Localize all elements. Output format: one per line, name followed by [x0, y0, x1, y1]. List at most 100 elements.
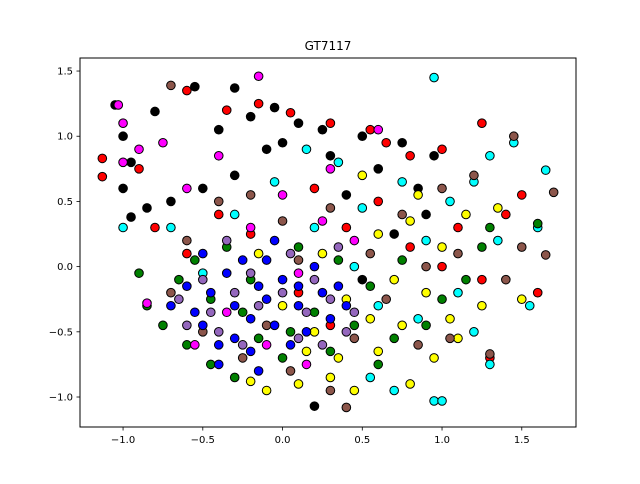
scatter-point-s4-15	[182, 235, 192, 246]
scatter-point-s6-29	[333, 281, 344, 291]
scatter-point-s6-23	[198, 248, 208, 259]
scatter-point-s8-10	[245, 268, 256, 278]
scatter-point-s3-23	[389, 274, 399, 285]
scatter-point-s5-24	[309, 307, 320, 318]
scatter-point-s3-9	[245, 376, 256, 387]
scatter-point-s2-0	[429, 72, 439, 83]
scatter-point-s4-4	[516, 242, 527, 252]
scatter-point-s2-23	[118, 222, 128, 233]
scatter-point-s0-26	[389, 229, 399, 239]
scatter-point-s2-14	[421, 235, 431, 246]
scatter-point-s2-25	[413, 313, 423, 324]
scatter-point-s1-3	[182, 85, 192, 96]
scatter-point-s6-2	[229, 333, 240, 344]
scatter-point-s5-28	[285, 327, 296, 337]
scatter-point-s6-22	[325, 313, 336, 324]
scatter-point-s8-12	[309, 274, 320, 285]
scatter-point-s0-24	[277, 137, 288, 148]
y-tick-label: −1.0	[49, 393, 73, 404]
scatter-point-s1-5	[253, 98, 264, 109]
scatter-point-s0-29	[421, 209, 431, 220]
scatter-point-s6-24	[269, 235, 280, 246]
scatter-point-s0-3	[229, 83, 240, 93]
scatter-point-s1-1	[97, 171, 108, 182]
scatter-point-s3-2	[453, 333, 463, 344]
scatter-point-s2-11	[389, 385, 399, 396]
scatter-point-s0-12	[118, 183, 128, 194]
scatter-point-s0-8	[397, 137, 407, 148]
scatter-point-s7-11	[317, 216, 328, 226]
scatter-point-s4-16	[213, 196, 224, 207]
scatter-point-s4-24	[381, 294, 392, 305]
scatter-point-s0-18	[261, 144, 272, 155]
scatter-point-s6-12	[285, 340, 296, 350]
chart-title: GT7117	[305, 39, 352, 53]
scatter-point-s4-20	[365, 248, 376, 259]
scatter-point-s4-6	[485, 349, 495, 359]
scatter-point-s3-6	[325, 372, 336, 383]
scatter-point-s8-1	[205, 307, 216, 318]
scatter-point-s6-26	[293, 281, 304, 291]
scatter-point-s6-0	[198, 320, 208, 331]
scatter-point-s7-1	[253, 71, 264, 82]
scatter-point-s2-27	[493, 235, 503, 246]
scatter-point-s6-9	[237, 255, 248, 265]
scatter-point-s6-25	[341, 300, 352, 311]
scatter-point-s7-16	[190, 340, 200, 350]
scatter-point-s0-6	[317, 124, 328, 135]
y-tick-label: 1.0	[57, 132, 73, 143]
scatter-point-s8-4	[277, 287, 288, 298]
scatter-point-s7-5	[118, 157, 128, 168]
scatter-point-s5-16	[293, 242, 304, 252]
scatter-point-s3-26	[333, 353, 344, 363]
scatter-point-s1-10	[405, 150, 415, 161]
scatter-point-s4-11	[285, 366, 296, 376]
scatter-point-s1-14	[516, 190, 527, 200]
axes-frame	[79, 57, 577, 428]
scatter-point-s8-13	[333, 242, 344, 252]
scatter-point-s3-3	[429, 353, 439, 363]
scatter-point-s7-18	[182, 183, 192, 194]
scatter-point-s0-17	[229, 170, 240, 181]
scatter-point-s6-15	[190, 307, 200, 318]
scatter-point-s1-7	[325, 118, 336, 128]
scatter-point-s4-19	[325, 203, 336, 213]
scatter-point-s6-5	[277, 274, 288, 285]
scatter-point-s4-27	[293, 255, 304, 265]
y-axis: −1.0 −0.5 0.0 0.5 1.0 1.5	[49, 67, 80, 404]
scatter-point-s0-14	[142, 203, 152, 213]
scatter-point-s2-7	[485, 359, 495, 370]
scatter-point-s7-3	[142, 298, 152, 308]
scatter-point-s5-4	[373, 359, 384, 370]
scatter-point-s8-14	[213, 327, 224, 337]
scatter-point-s0-20	[373, 164, 384, 174]
scatter-point-s7-19	[293, 268, 304, 278]
scatter-point-s1-9	[381, 137, 392, 148]
scatter-point-s5-1	[477, 242, 487, 252]
x-tick-label: 0.5	[354, 435, 370, 446]
scatter-point-s8-9	[221, 235, 232, 246]
scatter-point-s3-10	[373, 346, 384, 357]
scatter-point-s0-23	[245, 111, 256, 122]
scatter-point-s6-13	[301, 327, 312, 337]
scatter-point-s3-24	[477, 300, 487, 311]
scatter-point-s6-10	[253, 281, 264, 291]
scatter-point-s4-29	[453, 248, 463, 259]
scatter-point-s2-17	[333, 157, 344, 168]
scatter-point-s4-21	[397, 209, 407, 220]
scatter-point-s8-11	[285, 248, 296, 259]
scatter-point-s7-12	[349, 235, 360, 246]
scatter-point-s4-9	[325, 385, 336, 396]
scatter-point-s5-21	[485, 222, 495, 233]
scatter-point-s2-6	[524, 300, 535, 311]
scatter-point-s1-23	[341, 222, 352, 233]
scatter-point-s5-0	[532, 218, 543, 229]
scatter-point-s0-15	[166, 196, 176, 207]
scatter-point-s1-20	[213, 209, 224, 220]
scatter-point-s3-15	[413, 190, 423, 200]
scatter-point-s0-19	[325, 150, 336, 161]
scatter-point-s6-7	[205, 287, 216, 298]
scatter-point-s2-20	[229, 209, 240, 220]
